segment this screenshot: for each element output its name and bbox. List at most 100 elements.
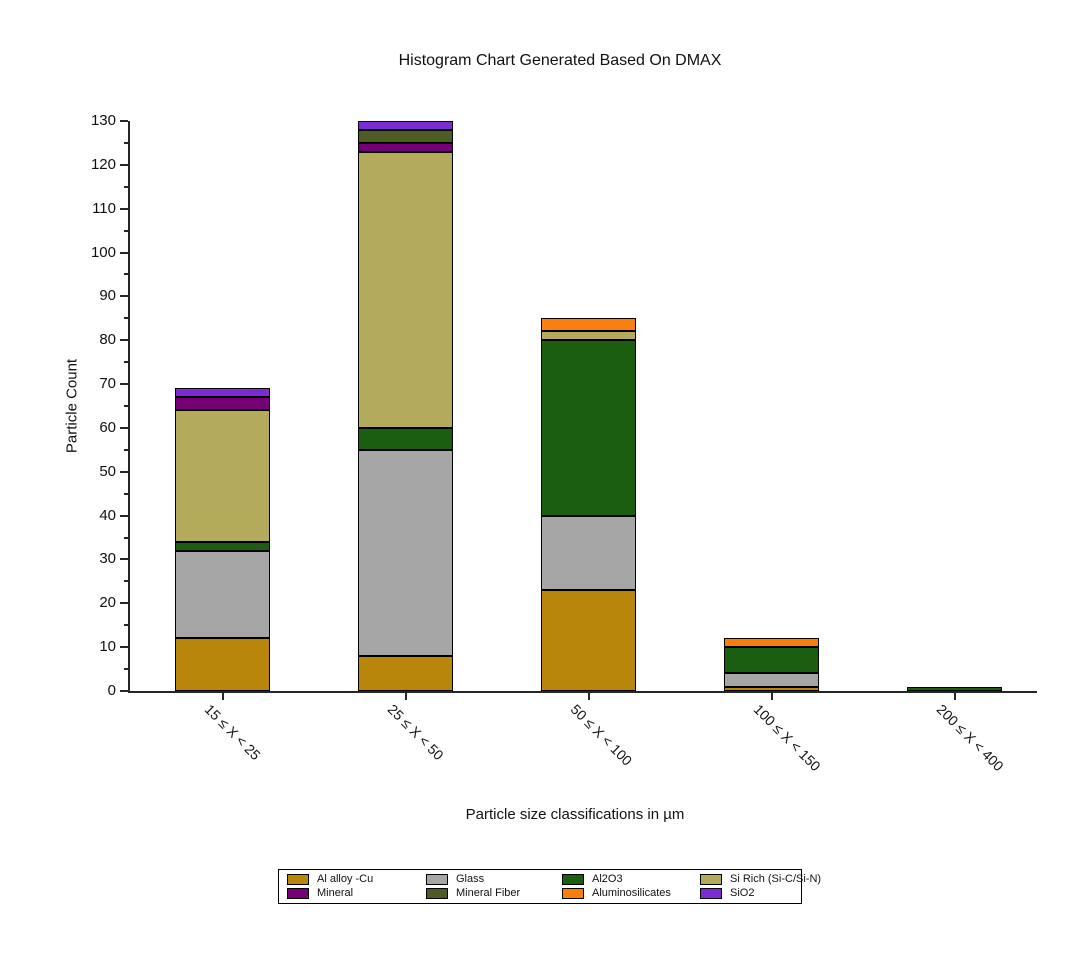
y-tick-mark — [120, 558, 128, 560]
legend-label: Mineral Fiber — [456, 887, 521, 899]
bar-segment — [175, 388, 270, 397]
x-tick-mark — [222, 693, 224, 700]
y-tick-label: 20 — [99, 594, 116, 611]
y-tick-mark — [120, 295, 128, 297]
legend-swatch — [426, 887, 448, 899]
bar-segment — [358, 450, 453, 656]
x-tick-label: 25 ≤ X < 50 — [384, 701, 447, 764]
legend-item: Al2O3 — [562, 873, 700, 885]
y-tick-label: 130 — [90, 112, 116, 129]
y-tick-mark — [120, 208, 128, 210]
bar-segment — [541, 340, 636, 516]
x-tick-mark — [954, 693, 956, 700]
bar-segment — [358, 143, 453, 152]
legend-label: Al2O3 — [592, 873, 623, 885]
bar-segment — [724, 687, 819, 691]
y-axis-title: Particle Count — [63, 358, 81, 454]
legend-item: Si Rich (Si-C/Si-N) — [700, 873, 821, 885]
legend-item: Mineral — [287, 887, 426, 899]
bar-segment — [907, 687, 1002, 691]
legend: Al alloy -Cu Glass Al2O3 Si Rich (Si-C/Si-N… — [278, 869, 821, 904]
bar-segment — [175, 542, 270, 551]
legend-swatch — [700, 887, 722, 899]
x-tick-label: 50 ≤ X < 100 — [567, 701, 636, 769]
legend-swatch — [287, 887, 309, 899]
y-tick-mark — [120, 690, 128, 692]
bar-segment — [541, 516, 636, 590]
x-tick-label: 15 ≤ X < 25 — [201, 701, 264, 764]
y-tick-mark — [120, 515, 128, 517]
legend-swatch — [562, 873, 584, 885]
legend-label: Al alloy -Cu — [317, 873, 374, 885]
y-minor-tick-mark — [124, 493, 128, 495]
y-minor-tick-mark — [124, 624, 128, 626]
x-tick-label: 200 ≤ X < 400 — [933, 701, 1007, 775]
chart-title: Histogram Chart Generated Based On DMAX — [398, 52, 722, 69]
y-minor-tick-mark — [124, 317, 128, 319]
legend-swatch — [426, 873, 448, 885]
legend-item: Al alloy -Cu — [287, 873, 426, 885]
y-minor-tick-mark — [124, 449, 128, 451]
y-tick-label: 110 — [92, 200, 116, 217]
legend-label: Si Rich (Si-C/Si-N) — [730, 873, 822, 885]
y-tick-label: 80 — [99, 331, 116, 348]
bar-segment — [541, 318, 636, 331]
legend-label: Aluminosilicates — [592, 887, 671, 899]
legend-item: Glass — [426, 873, 562, 885]
legend-label: Mineral — [317, 887, 354, 899]
bar-segment — [358, 656, 453, 691]
y-tick-mark — [120, 602, 128, 604]
legend-swatch — [562, 887, 584, 899]
y-minor-tick-mark — [124, 186, 128, 188]
x-tick-mark — [405, 693, 407, 700]
y-minor-tick-mark — [124, 537, 128, 539]
legend-label: SiO2 — [730, 887, 755, 899]
legend-label: Glass — [456, 873, 485, 885]
y-tick-mark — [120, 120, 128, 122]
y-tick-label: 120 — [90, 156, 116, 173]
bar-segment — [541, 331, 636, 340]
bar-segment — [358, 152, 453, 428]
bar-segment — [358, 428, 453, 450]
y-tick-label: 50 — [99, 463, 116, 480]
y-tick-mark — [120, 427, 128, 429]
bar-segment — [358, 130, 453, 143]
legend-item: Aluminosilicates — [562, 887, 700, 899]
legend-item: SiO2 — [700, 887, 821, 899]
x-tick-mark — [588, 693, 590, 700]
y-axis-line — [128, 121, 130, 693]
y-tick-mark — [120, 339, 128, 341]
y-tick-label: 100 — [90, 244, 116, 261]
x-tick-mark — [771, 693, 773, 700]
y-tick-mark — [120, 646, 128, 648]
y-minor-tick-mark — [124, 142, 128, 144]
y-tick-label: 0 — [107, 682, 116, 699]
plot-area — [130, 121, 1035, 691]
y-tick-mark — [120, 164, 128, 166]
y-tick-label: 10 — [99, 638, 116, 655]
bar-segment — [175, 551, 270, 638]
bar-segment — [724, 673, 819, 687]
legend-swatch — [700, 873, 722, 885]
y-minor-tick-mark — [124, 580, 128, 582]
y-minor-tick-mark — [124, 405, 128, 407]
bar-segment — [175, 410, 270, 542]
y-tick-mark — [120, 383, 128, 385]
x-axis-line — [128, 691, 1037, 693]
bar-segment — [358, 121, 453, 130]
bar-segment — [175, 397, 270, 410]
y-minor-tick-mark — [124, 668, 128, 670]
y-tick-mark — [120, 471, 128, 473]
legend-item: Mineral Fiber — [426, 887, 562, 899]
bar-segment — [724, 647, 819, 673]
y-tick-label: 60 — [99, 419, 116, 436]
y-minor-tick-mark — [124, 361, 128, 363]
x-tick-label: 100 ≤ X < 150 — [750, 701, 824, 775]
y-minor-tick-mark — [124, 273, 128, 275]
x-axis-title: Particle size classifications in µm — [465, 806, 685, 823]
bar-segment — [541, 590, 636, 691]
y-minor-tick-mark — [124, 230, 128, 232]
y-tick-mark — [120, 252, 128, 254]
y-tick-label: 40 — [99, 507, 116, 524]
